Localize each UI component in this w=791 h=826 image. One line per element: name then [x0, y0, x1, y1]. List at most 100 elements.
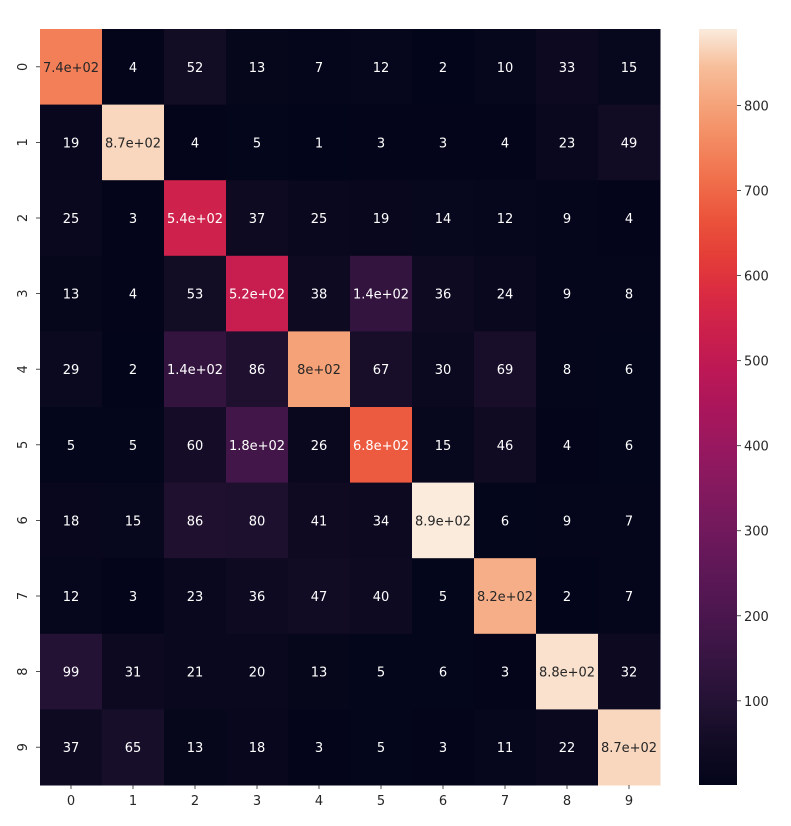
- cell-label-6-7: 6: [501, 514, 509, 529]
- cell-label-4-1: 2: [129, 363, 137, 378]
- cell-label-9-0: 37: [63, 741, 80, 756]
- cell-label-0-5: 12: [373, 61, 390, 76]
- heatmap-cell-8-1: [102, 633, 165, 710]
- heatmap-cell-0-1: [102, 29, 165, 106]
- cell-label-7-3: 36: [249, 590, 266, 605]
- cell-label-0-7: 10: [497, 61, 514, 76]
- heatmap-cell-9-6: [412, 709, 475, 786]
- heatmap-cell-2-2: [164, 180, 227, 257]
- heatmap-cell-8-5: [350, 633, 413, 710]
- heatmap-cell-9-7: [474, 709, 537, 786]
- heatmap-cell-7-9: [598, 558, 661, 635]
- cell-label-7-2: 23: [187, 590, 204, 605]
- heatmap-cell-9-3: [226, 709, 289, 786]
- x-tick-label-3: 3: [253, 794, 261, 809]
- heatmap-cell-8-2: [164, 633, 227, 710]
- heatmap-cell-0-3: [226, 29, 289, 106]
- cell-label-9-9: 8.7e+02: [601, 741, 657, 756]
- cell-label-1-9: 49: [621, 136, 638, 151]
- heatmap-cell-3-3: [226, 255, 289, 332]
- cell-label-8-2: 21: [187, 666, 204, 681]
- x-tick-label-0: 0: [67, 794, 75, 809]
- cell-label-5-2: 60: [187, 439, 204, 454]
- cell-label-0-9: 15: [621, 61, 638, 76]
- cell-label-1-4: 1: [315, 136, 323, 151]
- heatmap-cell-5-4: [288, 407, 351, 484]
- cell-label-6-1: 15: [125, 514, 142, 529]
- heatmap-cell-8-6: [412, 633, 475, 710]
- heatmap-cell-0-2: [164, 29, 227, 106]
- heatmap-cell-2-8: [536, 180, 599, 257]
- heatmap-cell-2-4: [288, 180, 351, 257]
- cell-label-1-2: 4: [191, 136, 199, 151]
- heatmap-cell-4-0: [40, 331, 103, 408]
- cell-label-4-3: 86: [249, 363, 266, 378]
- colorbar-tick-label-700: 700: [744, 185, 769, 200]
- cell-label-6-6: 8.9e+02: [415, 514, 471, 529]
- heatmap-cell-6-2: [164, 482, 227, 559]
- heatmap-cell-4-6: [412, 331, 475, 408]
- cell-label-0-4: 7: [315, 61, 323, 76]
- cell-label-4-5: 67: [373, 363, 390, 378]
- heatmap-cell-0-7: [474, 29, 537, 106]
- cell-label-5-6: 15: [435, 439, 452, 454]
- y-axis: 0 1 2 3 4 5 6 7 8 9: [16, 63, 40, 751]
- heatmap-cell-5-0: [40, 407, 103, 484]
- cell-label-6-5: 34: [373, 514, 390, 529]
- heatmap-cell-4-5: [350, 331, 413, 408]
- heatmap-cell-2-7: [474, 180, 537, 257]
- y-tick-label-3: 3: [16, 289, 31, 297]
- heatmap-cell-7-3: [226, 558, 289, 635]
- heatmap-cell-4-1: [102, 331, 165, 408]
- heatmap-cell-8-0: [40, 633, 103, 710]
- cell-label-1-7: 4: [501, 136, 509, 151]
- heatmap-cell-5-2: [164, 407, 227, 484]
- cell-label-9-5: 5: [377, 741, 385, 756]
- x-tick-label-4: 4: [315, 794, 323, 809]
- heatmap-cell-0-6: [412, 29, 475, 106]
- colorbar-tick-label-100: 100: [744, 695, 769, 710]
- heatmap-cell-9-1: [102, 709, 165, 786]
- cell-label-8-6: 6: [439, 666, 447, 681]
- x-tick-label-2: 2: [191, 794, 199, 809]
- cell-label-6-9: 7: [625, 514, 633, 529]
- heatmap-cell-6-1: [102, 482, 165, 559]
- heatmap-cell-6-4: [288, 482, 351, 559]
- cell-label-9-2: 13: [187, 741, 204, 756]
- colorbar-tick-label-200: 200: [744, 610, 769, 625]
- cell-label-3-1: 4: [129, 288, 137, 303]
- y-tick-label-6: 6: [16, 516, 31, 524]
- cell-label-3-6: 36: [435, 288, 452, 303]
- cell-label-2-0: 25: [63, 212, 80, 227]
- heatmap-cell-1-0: [40, 104, 103, 181]
- heatmap-cell-3-7: [474, 255, 537, 332]
- cell-label-1-3: 5: [253, 136, 261, 151]
- y-tick-label-4: 4: [16, 365, 31, 373]
- colorbar-tick-label-400: 400: [744, 440, 769, 455]
- cell-label-6-2: 86: [187, 514, 204, 529]
- cell-label-2-7: 12: [497, 212, 514, 227]
- cell-label-8-3: 20: [249, 666, 266, 681]
- cell-label-6-0: 18: [63, 514, 80, 529]
- cell-label-3-9: 8: [625, 288, 633, 303]
- heatmap-cell-1-1: [102, 104, 165, 181]
- cell-label-1-6: 3: [439, 136, 447, 151]
- cell-label-3-4: 38: [311, 288, 328, 303]
- heatmap-cell-5-3: [226, 407, 289, 484]
- heatmap-cell-1-9: [598, 104, 661, 181]
- heatmap-cell-6-0: [40, 482, 103, 559]
- heatmap-cell-4-4: [288, 331, 351, 408]
- y-tick-label-7: 7: [16, 592, 31, 600]
- cell-label-8-9: 32: [621, 666, 638, 681]
- cell-label-3-7: 24: [497, 288, 514, 303]
- heatmap-cell-7-7: [474, 558, 537, 635]
- cell-label-2-8: 9: [563, 212, 571, 227]
- cell-label-7-0: 12: [63, 590, 80, 605]
- cell-label-0-1: 4: [129, 61, 137, 76]
- cell-label-8-1: 31: [125, 666, 142, 681]
- heatmap-cell-9-8: [536, 709, 599, 786]
- heatmap-cell-1-4: [288, 104, 351, 181]
- cell-label-1-0: 19: [63, 136, 80, 151]
